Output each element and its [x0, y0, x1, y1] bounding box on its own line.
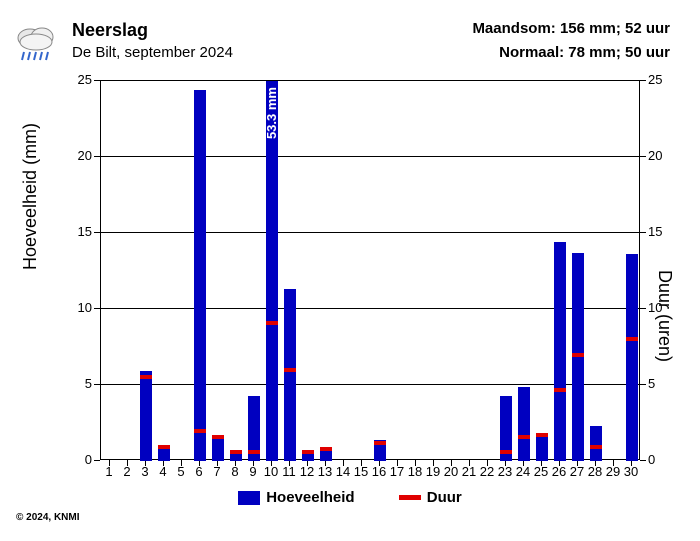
y-axis-label-right: Duur (uren)	[654, 270, 675, 362]
bar-hoeveelheid	[626, 254, 637, 461]
tickmark	[640, 460, 646, 461]
legend-label-duur: Duur	[427, 489, 462, 506]
xtick: 7	[208, 464, 226, 479]
page: Neerslag De Bilt, september 2024 Maandso…	[0, 0, 700, 541]
bar-duur	[230, 450, 241, 454]
xtick: 28	[586, 464, 604, 479]
ytick-right: 5	[648, 376, 688, 391]
xtick: 9	[244, 464, 262, 479]
xtick: 29	[604, 464, 622, 479]
bar-hoeveelheid	[140, 371, 151, 461]
xtick: 14	[334, 464, 352, 479]
bar-duur	[158, 445, 169, 449]
stat-maandsom: Maandsom: 156 mm; 52 uur	[472, 20, 670, 37]
bar-duur	[194, 429, 205, 433]
legend-item-duur: Duur	[399, 489, 462, 506]
tickmark	[640, 384, 646, 385]
xtick: 12	[298, 464, 316, 479]
xtick: 19	[424, 464, 442, 479]
bar-duur	[518, 435, 529, 439]
ytick-left: 15	[52, 224, 92, 239]
bar-hoeveelheid	[590, 426, 601, 461]
xtick: 11	[280, 464, 298, 479]
copyright: © 2024, KNMI	[16, 512, 80, 523]
ytick-right: 15	[648, 224, 688, 239]
bar-hoeveelheid	[554, 242, 565, 461]
tickmark	[94, 460, 100, 461]
stat-normaal: Normaal: 78 mm; 50 uur	[499, 44, 670, 61]
xtick: 6	[190, 464, 208, 479]
bar-duur	[266, 321, 277, 325]
xtick: 17	[388, 464, 406, 479]
legend-swatch-duur	[399, 495, 421, 500]
bar-duur	[626, 337, 637, 341]
bar-hoeveelheid	[158, 447, 169, 461]
tickmark	[640, 156, 646, 157]
xtick: 18	[406, 464, 424, 479]
xtick: 22	[478, 464, 496, 479]
bar-duur	[572, 353, 583, 357]
xtick: 20	[442, 464, 460, 479]
bar-hoeveelheid	[572, 253, 583, 461]
ytick-right: 0	[648, 452, 688, 467]
xtick: 13	[316, 464, 334, 479]
xtick: 8	[226, 464, 244, 479]
ytick-left: 10	[52, 300, 92, 315]
bar-duur	[212, 435, 223, 439]
bar-duur	[248, 450, 259, 454]
legend-item-hoeveelheid: Hoeveelheid	[238, 489, 354, 506]
xtick: 26	[550, 464, 568, 479]
xtick: 21	[460, 464, 478, 479]
xtick: 2	[118, 464, 136, 479]
ytick-left: 20	[52, 148, 92, 163]
tickmark	[640, 80, 646, 81]
ytick-left: 25	[52, 72, 92, 87]
xtick: 16	[370, 464, 388, 479]
bar-hoeveelheid	[284, 289, 295, 461]
ytick-left: 0	[52, 452, 92, 467]
bar-duur	[500, 450, 511, 454]
bar-duur	[374, 441, 385, 445]
bar-duur	[284, 368, 295, 372]
tickmark	[640, 232, 646, 233]
bar-duur	[320, 447, 331, 451]
xtick: 23	[496, 464, 514, 479]
legend: Hoeveelheid Duur	[0, 488, 700, 506]
xtick: 4	[154, 464, 172, 479]
bar-duur	[536, 433, 547, 437]
chart-title: Neerslag	[72, 20, 148, 41]
overflow-label: 53.3 mm	[264, 87, 279, 139]
xtick: 15	[352, 464, 370, 479]
rain-cloud-icon	[12, 20, 60, 68]
xtick: 30	[622, 464, 640, 479]
bar-duur	[590, 445, 601, 449]
chart-subtitle: De Bilt, september 2024	[72, 44, 233, 61]
tickmark	[640, 308, 646, 309]
xtick: 10	[262, 464, 280, 479]
header: Neerslag De Bilt, september 2024 Maandso…	[12, 20, 688, 80]
legend-swatch-hoeveelheid	[238, 491, 260, 505]
ytick-left: 5	[52, 376, 92, 391]
bar-hoeveelheid	[194, 90, 205, 461]
plot-area: 53.3 mm	[100, 80, 640, 460]
bar-hoeveelheid	[212, 437, 223, 461]
xtick: 5	[172, 464, 190, 479]
y-axis-label-left: Hoeveelheid (mm)	[20, 123, 41, 270]
bar-duur	[302, 450, 313, 454]
xtick: 27	[568, 464, 586, 479]
bar-duur	[554, 388, 565, 392]
xtick: 1	[100, 464, 118, 479]
bar-hoeveelheid	[536, 434, 547, 461]
xtick: 24	[514, 464, 532, 479]
ytick-right: 10	[648, 300, 688, 315]
xtick: 3	[136, 464, 154, 479]
xtick: 25	[532, 464, 550, 479]
ytick-right: 20	[648, 148, 688, 163]
legend-label-hoeveelheid: Hoeveelheid	[266, 489, 354, 506]
bar-duur	[140, 375, 151, 379]
bar-hoeveelheid	[518, 387, 529, 461]
ytick-right: 25	[648, 72, 688, 87]
